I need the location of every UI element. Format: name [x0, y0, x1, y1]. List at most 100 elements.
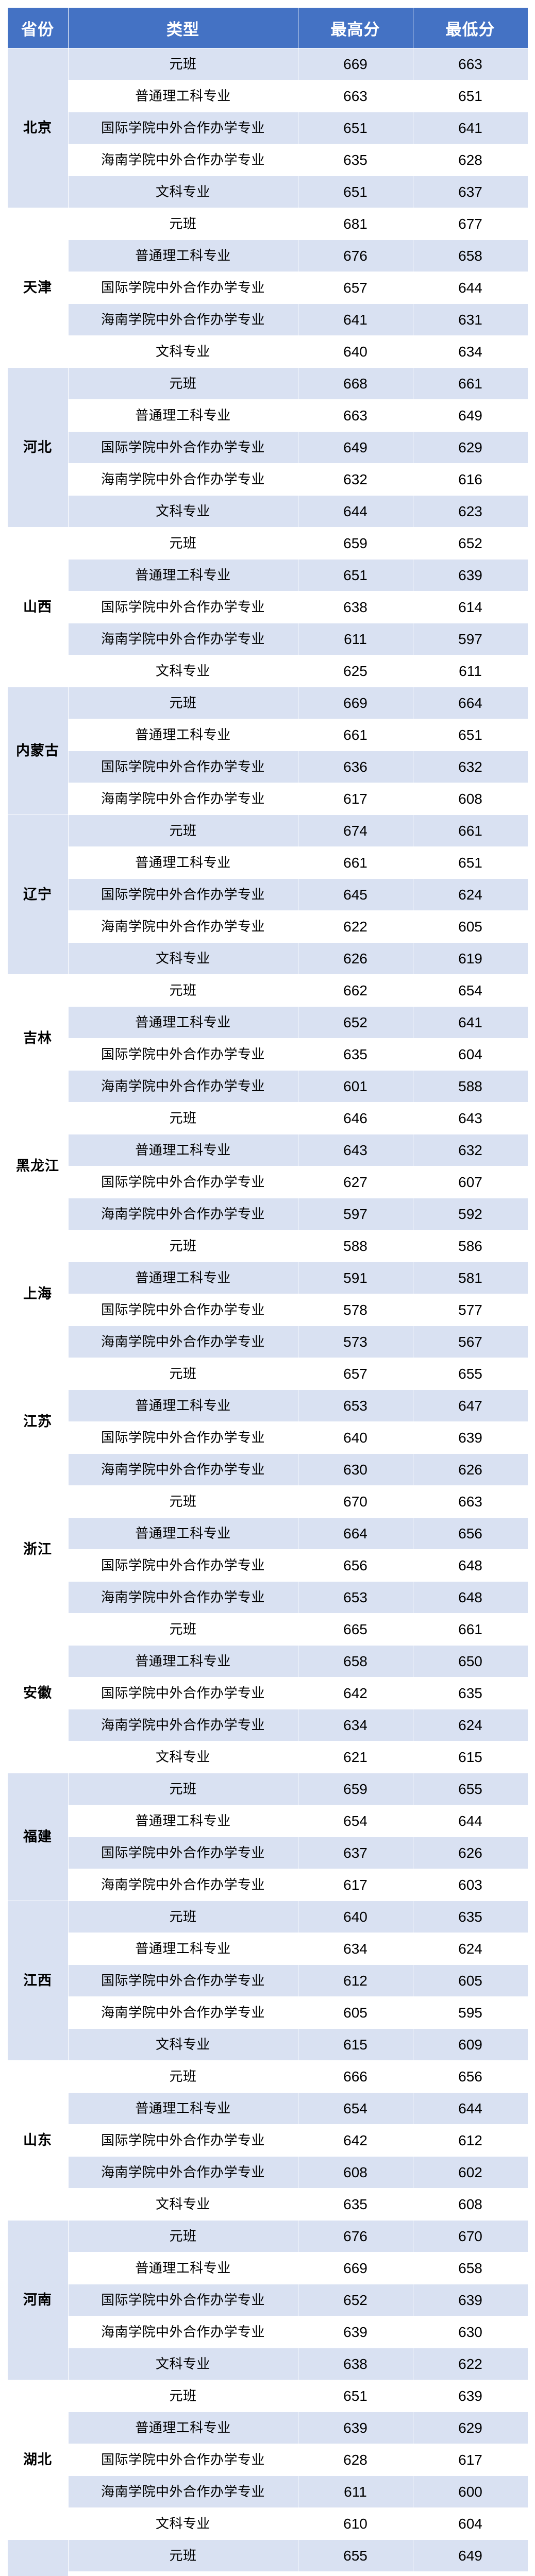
type-cell: 海南学院中外合作办学专业 [68, 783, 298, 815]
table-row: 江西 元班 640 635 [7, 1901, 528, 2061]
table-row: 普通理工科专业 654 644 [7, 1805, 528, 1837]
max-score-cell: 636 [297, 751, 413, 783]
min-score-cell: 650 [412, 1645, 528, 1677]
type-cell: 元班 [68, 1773, 298, 1805]
table-row: 国际学院中外合作办学专业 645 624 [7, 878, 528, 911]
max-score-cell: 640 [297, 335, 413, 368]
table-row: 文科专业 625 611 [7, 655, 528, 687]
type-cell: 元班 [68, 1230, 298, 1262]
table-row: 海南学院中外合作办学专业 634 624 [7, 1709, 528, 1741]
type-cell: 元班 [68, 815, 298, 847]
max-score-cell: 649 [297, 431, 413, 464]
max-score-cell: 661 [297, 719, 413, 751]
type-cell: 国际学院中外合作办学专业 [68, 1294, 298, 1326]
type-cell: 普通理工科专业 [68, 719, 298, 751]
province-cell: 湖南 [7, 2539, 69, 2576]
max-score-cell: 635 [297, 1038, 413, 1071]
type-cell: 普通理工科专业 [68, 240, 298, 272]
table-row: 海南学院中外合作办学专业 632 616 [7, 463, 528, 496]
max-score-cell: 654 [297, 1805, 413, 1837]
max-score-cell: 664 [297, 1517, 413, 1550]
province-cell: 辽宁 [7, 815, 69, 975]
min-score-cell: 651 [412, 80, 528, 112]
table-row: 文科专业 615 609 [7, 2028, 528, 2061]
max-score-cell: 591 [297, 1262, 413, 1294]
max-score-cell: 676 [297, 240, 413, 272]
max-score-cell: 640 [297, 1901, 413, 1933]
table-row: 河北 元班 668 661 [7, 367, 528, 528]
table-row: 黑龙江 元班 646 643 [7, 1102, 528, 1230]
table-row: 海南学院中外合作办学专业 597 592 [7, 1198, 528, 1230]
type-cell: 元班 [68, 1901, 298, 1933]
min-score-cell: 632 [412, 751, 528, 783]
max-score-cell: 573 [297, 1326, 413, 1358]
min-score-cell: 644 [412, 2092, 528, 2125]
min-score-cell: 630 [412, 2316, 528, 2348]
table-row: 海南学院中外合作办学专业 635 628 [7, 144, 528, 176]
table-header: 省份 类型 最高分 最低分 [7, 7, 528, 48]
table-row: 国际学院中外合作办学专业 652 639 [7, 2284, 528, 2316]
type-cell: 普通理工科专业 [68, 559, 298, 591]
table-row: 文科专业 621 615 [7, 1741, 528, 1773]
type-cell: 文科专业 [68, 495, 298, 528]
max-score-cell: 641 [297, 303, 413, 336]
max-score-cell: 653 [297, 1581, 413, 1614]
min-score-cell: 652 [412, 527, 528, 560]
table-row: 普通理工科专业 591 581 [7, 1262, 528, 1294]
type-cell: 国际学院中外合作办学专业 [68, 1677, 298, 1709]
min-score-cell: 624 [412, 878, 528, 911]
table-row: 国际学院中外合作办学专业 642 612 [7, 2124, 528, 2157]
table-row: 国际学院中外合作办学专业 627 607 [7, 1166, 528, 1198]
max-score-cell: 601 [297, 1070, 413, 1103]
type-cell: 国际学院中外合作办学专业 [68, 112, 298, 144]
min-score-cell: 632 [412, 1134, 528, 1166]
max-score-cell: 649 [297, 2571, 413, 2576]
table-row: 海南学院中外合作办学专业 641 631 [7, 303, 528, 336]
max-score-cell: 663 [297, 80, 413, 112]
type-cell: 文科专业 [68, 942, 298, 975]
type-cell: 海南学院中外合作办学专业 [68, 1070, 298, 1103]
max-score-cell: 655 [297, 2539, 413, 2572]
table-body: 北京 元班 669 663 普通理工科专业 663 651 国际学院中外合作办学专业 651 64… [7, 48, 528, 2576]
type-cell: 普通理工科专业 [68, 2571, 298, 2576]
min-score-cell: 641 [412, 112, 528, 144]
min-score-cell: 604 [412, 1038, 528, 1071]
max-score-cell: 674 [297, 815, 413, 847]
min-score-cell: 654 [412, 974, 528, 1007]
min-score-cell: 595 [412, 1996, 528, 2029]
min-score-cell: 604 [412, 2507, 528, 2540]
min-score-cell: 635 [412, 1677, 528, 1709]
type-cell: 普通理工科专业 [68, 1262, 298, 1294]
max-score-cell: 657 [297, 272, 413, 304]
max-score-cell: 670 [297, 1485, 413, 1518]
type-cell: 元班 [68, 208, 298, 240]
min-score-cell: 649 [412, 399, 528, 432]
type-cell: 国际学院中外合作办学专业 [68, 2444, 298, 2476]
type-cell: 国际学院中外合作办学专业 [68, 1421, 298, 1454]
min-score-cell: 617 [412, 2444, 528, 2476]
table-row: 文科专业 610 604 [7, 2507, 528, 2540]
type-cell: 文科专业 [68, 2188, 298, 2221]
table-row: 江苏 元班 657 655 [7, 1358, 528, 1486]
table-row: 文科专业 626 619 [7, 942, 528, 975]
table-row: 国际学院中外合作办学专业 578 577 [7, 1294, 528, 1326]
max-score-cell: 597 [297, 1198, 413, 1230]
max-score-cell: 676 [297, 2220, 413, 2252]
table-row: 海南学院中外合作办学专业 653 648 [7, 1581, 528, 1614]
min-score-cell: 629 [412, 431, 528, 464]
max-score-cell: 637 [297, 1837, 413, 1869]
table-row: 普通理工科专业 676 658 [7, 240, 528, 272]
table-row: 国际学院中外合作办学专业 638 614 [7, 591, 528, 623]
min-score-cell: 623 [412, 495, 528, 528]
type-cell: 国际学院中外合作办学专业 [68, 1964, 298, 1997]
min-score-cell: 567 [412, 1326, 528, 1358]
province-cell: 天津 [7, 208, 69, 368]
max-score-cell: 635 [297, 2188, 413, 2221]
min-score-cell: 663 [412, 48, 528, 80]
max-score-cell: 622 [297, 910, 413, 943]
table-row: 文科专业 651 637 [7, 176, 528, 208]
min-score-cell: 641 [412, 1006, 528, 1039]
min-score-cell: 597 [412, 623, 528, 655]
min-score-cell: 612 [412, 2124, 528, 2157]
max-score-cell: 651 [297, 559, 413, 591]
